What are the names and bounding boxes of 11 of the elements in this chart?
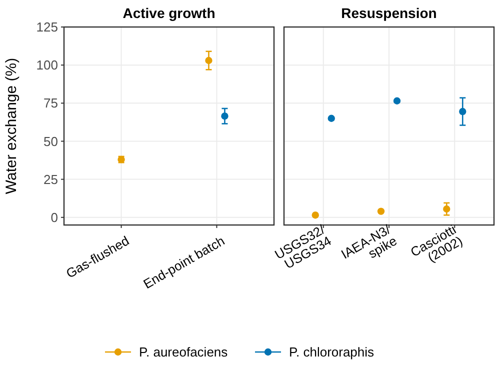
y-tick-label: 75 bbox=[44, 96, 58, 111]
y-tick-label: 25 bbox=[44, 172, 58, 187]
chart-title: Resuspension bbox=[341, 5, 437, 21]
y-tick-label: 125 bbox=[36, 20, 58, 35]
legend-label: P. aureofaciens bbox=[139, 344, 228, 360]
y-tick-label: 0 bbox=[50, 210, 58, 225]
legend-label: P. chlororaphis bbox=[289, 344, 375, 360]
chart-title: Active growth bbox=[122, 5, 216, 21]
y-tick-label: 100 bbox=[36, 58, 58, 73]
y-axis-title: Water exchange (%) bbox=[3, 58, 20, 194]
y-tick-label: 50 bbox=[44, 134, 58, 149]
